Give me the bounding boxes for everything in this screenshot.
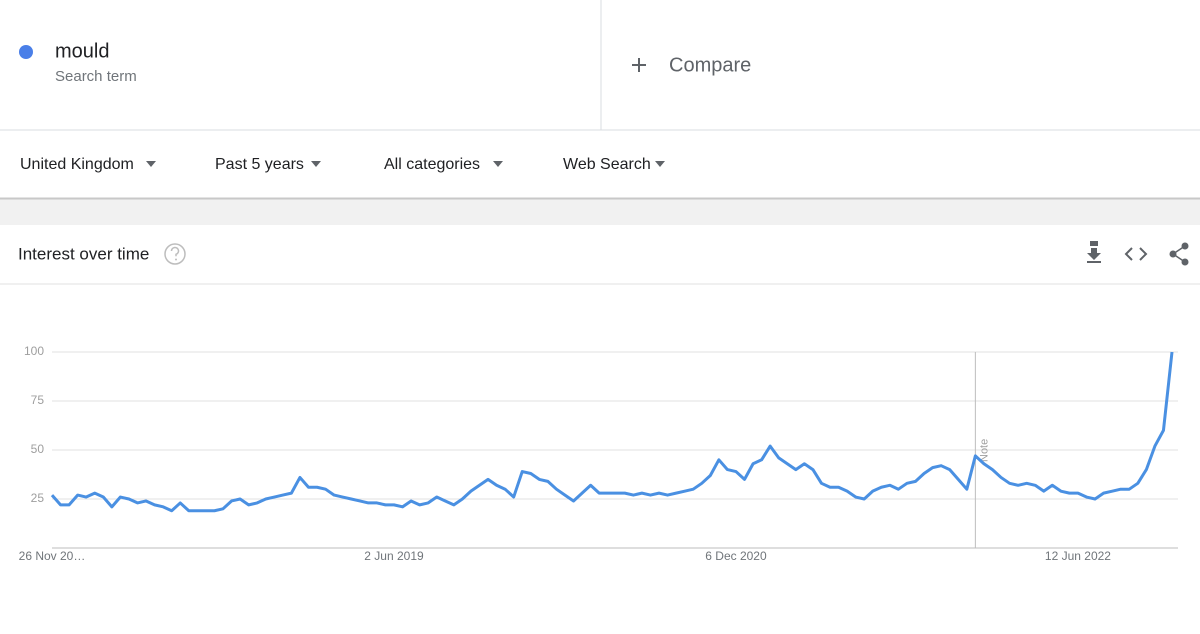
y-tick-label: 75 bbox=[31, 393, 45, 407]
download-icon[interactable] bbox=[1087, 241, 1101, 263]
dropdown-arrow[interactable] bbox=[493, 161, 503, 167]
embed-icon[interactable] bbox=[1124, 247, 1148, 261]
help-dot bbox=[175, 258, 177, 261]
card-title: Interest over time bbox=[18, 244, 149, 263]
filter[interactable]: United Kingdom bbox=[20, 156, 134, 173]
x-tick-label: 6 Dec 2020 bbox=[705, 549, 767, 563]
plus-icon bbox=[632, 58, 646, 72]
x-tick-label: 12 Jun 2022 bbox=[1045, 549, 1111, 563]
x-tick-label: 2 Jun 2019 bbox=[364, 549, 424, 563]
separator-band bbox=[0, 198, 1200, 225]
share-icon[interactable] bbox=[1169, 242, 1189, 266]
term: mould bbox=[55, 40, 109, 62]
note-label: Note bbox=[978, 439, 990, 462]
chart: 25 50 75 100 26 Nov 20… 2 Jun 2019 6 Dec 2020 1… bbox=[19, 344, 1178, 563]
filter[interactable]: All categories bbox=[384, 156, 480, 173]
term-subtitle: Search term bbox=[55, 68, 137, 85]
download-arrow bbox=[1087, 241, 1101, 260]
y-tick-label: 50 bbox=[31, 442, 45, 456]
filter[interactable]: Web Search bbox=[563, 156, 651, 173]
dropdown-arrow[interactable] bbox=[311, 161, 321, 167]
dropdown-arrow[interactable] bbox=[655, 161, 665, 167]
series-line bbox=[50, 351, 1174, 513]
y-tick-label: 25 bbox=[31, 491, 45, 505]
compare-label[interactable]: Compare bbox=[669, 54, 751, 76]
term-dot bbox=[19, 45, 33, 59]
compare-button[interactable]: Compare bbox=[632, 54, 751, 76]
x-tick-label: 26 Nov 20… bbox=[19, 549, 86, 563]
download-bar bbox=[1087, 261, 1101, 263]
filter[interactable]: Past 5 years bbox=[215, 156, 304, 173]
share-link bbox=[1171, 245, 1186, 263]
help-circle bbox=[164, 243, 186, 265]
help-mark bbox=[170, 246, 180, 257]
help-icon[interactable] bbox=[164, 243, 186, 265]
y-tick-label: 100 bbox=[24, 344, 44, 358]
dropdown-arrow[interactable] bbox=[146, 161, 156, 167]
